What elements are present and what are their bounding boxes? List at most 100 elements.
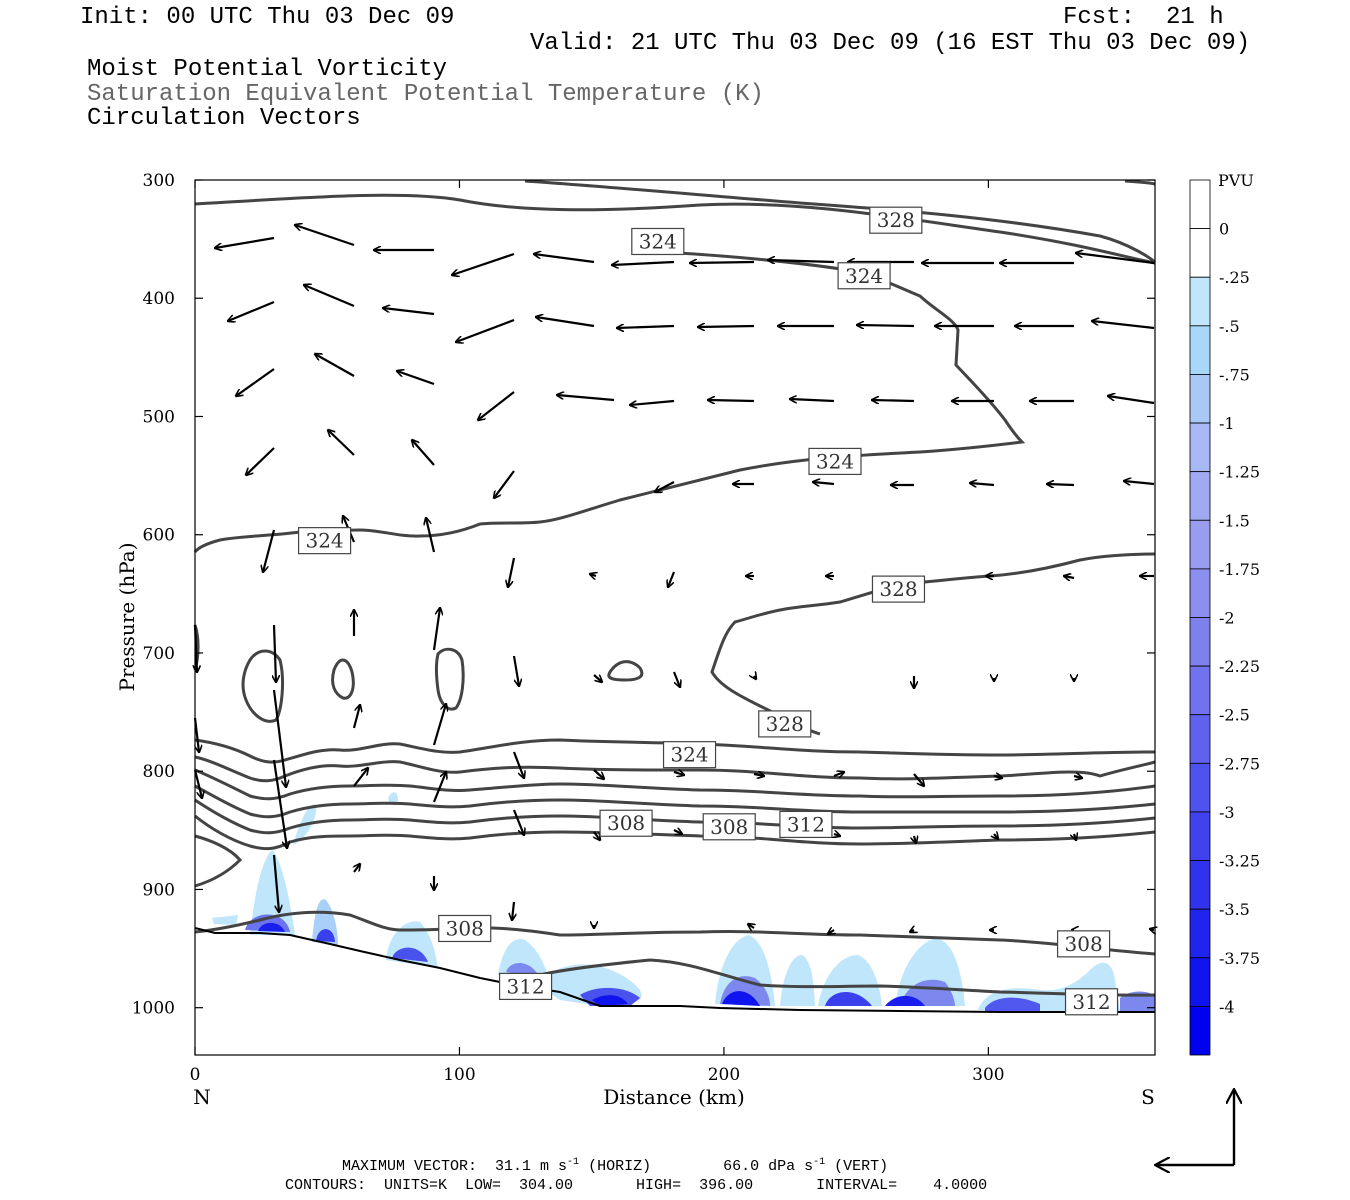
colorbar-tick-label: -1 bbox=[1219, 414, 1235, 433]
colorbar-tick-label: -1.25 bbox=[1219, 463, 1260, 482]
colorbar-tick-label: 0 bbox=[1219, 220, 1229, 239]
contour-label: 324 bbox=[837, 262, 891, 290]
colorbar-swatch bbox=[1189, 714, 1211, 764]
x-tick-label: 300 bbox=[972, 1065, 1004, 1085]
colorbar-swatch bbox=[1189, 179, 1211, 230]
svg-text:324: 324 bbox=[639, 229, 677, 253]
field-title-mpv: Moist Potential Vorticity bbox=[87, 56, 448, 83]
y-tick-label: 400 bbox=[143, 289, 175, 309]
contour-label: 312 bbox=[1064, 988, 1119, 1016]
svg-text:324: 324 bbox=[670, 743, 708, 767]
y-tick-labels: 300 400 500 600 700 800 900 1000 bbox=[132, 171, 175, 1019]
contour-label: 324 bbox=[808, 447, 862, 476]
colorbar-swatch bbox=[1189, 908, 1211, 959]
colorbar-tick-label: -.5 bbox=[1219, 317, 1240, 336]
svg-text:308: 308 bbox=[1065, 932, 1103, 956]
colorbar-swatch bbox=[1189, 568, 1211, 618]
colorbar-swatch bbox=[1189, 860, 1211, 910]
pv-colorbar bbox=[1189, 179, 1211, 1056]
contour-label: 324 bbox=[662, 741, 717, 769]
contour-label: 328 bbox=[869, 206, 923, 234]
colorbar-swatch bbox=[1189, 228, 1211, 278]
svg-text:312: 312 bbox=[787, 812, 825, 836]
colorbar-tick-label: -3.25 bbox=[1219, 852, 1260, 871]
svg-text:308: 308 bbox=[446, 916, 484, 940]
contour-label: 308 bbox=[438, 914, 492, 943]
y-tick-label: 700 bbox=[143, 644, 175, 664]
contour-label: 308 bbox=[1056, 930, 1111, 958]
colorbar-swatch bbox=[1189, 325, 1211, 375]
x-tick-label: 100 bbox=[443, 1065, 475, 1085]
south-label: S bbox=[1141, 1085, 1155, 1109]
colorbar-swatch bbox=[1189, 276, 1211, 327]
field-title-thetaes: Saturation Equivalent Potential Temperat… bbox=[87, 81, 764, 108]
contours-info: CONTOURS: UNITS=K LOW= 304.00 HIGH= 396.… bbox=[285, 1177, 988, 1194]
contour-label: 328 bbox=[871, 575, 926, 603]
y-tick-label: 800 bbox=[143, 762, 175, 782]
colorbar-swatch bbox=[1189, 519, 1211, 570]
y-tick-label: 600 bbox=[143, 526, 175, 546]
svg-text:308: 308 bbox=[710, 815, 748, 839]
colorbar-swatch bbox=[1189, 957, 1211, 1007]
y-tick-label: 900 bbox=[143, 880, 175, 900]
x-tick-labels: 0 100 200 300 bbox=[190, 1065, 1005, 1085]
plot-frame bbox=[194, 179, 1156, 1056]
svg-text:324: 324 bbox=[305, 529, 343, 553]
field-title-vectors: Circulation Vectors bbox=[87, 105, 361, 132]
y-tick-label: 1000 bbox=[132, 999, 175, 1019]
svg-text:312: 312 bbox=[1072, 990, 1110, 1014]
circulation-vectors bbox=[195, 225, 1154, 934]
colorbar-unit: PVU bbox=[1218, 171, 1254, 190]
colorbar-tick-label: -1.75 bbox=[1219, 560, 1260, 579]
colorbar-swatch bbox=[1189, 762, 1211, 813]
svg-text:328: 328 bbox=[766, 712, 804, 736]
svg-text:324: 324 bbox=[845, 264, 883, 288]
contour-labels: 328 324 324 324 324 328 328 324 308 308 312 308 308 3… bbox=[297, 206, 1119, 1016]
colorbar-swatch bbox=[1189, 422, 1211, 473]
colorbar-tick-label: -3.75 bbox=[1219, 949, 1260, 968]
colorbar-swatch bbox=[1189, 1005, 1211, 1056]
contour-label: 324 bbox=[631, 227, 685, 256]
y-tick-label: 300 bbox=[143, 171, 175, 191]
max-vector-note: MAXIMUM VECTOR: 31.1 m s-1 (HORIZ) 66.0 d… bbox=[342, 1157, 889, 1175]
colorbar-tick-label: -.75 bbox=[1219, 365, 1250, 384]
x-axis-ticks bbox=[194, 180, 989, 1055]
colorbar-tick-label: -2 bbox=[1219, 609, 1235, 628]
x-tick-label: 200 bbox=[708, 1065, 740, 1085]
colorbar-tick-label: -1.5 bbox=[1219, 511, 1250, 530]
reference-vector-arrows bbox=[1156, 1090, 1234, 1165]
y-tick-label: 500 bbox=[143, 407, 175, 427]
north-label: N bbox=[193, 1085, 211, 1109]
colorbar-tick-label: -2.25 bbox=[1219, 657, 1260, 676]
forecast-hour: 21 h bbox=[1166, 4, 1224, 31]
svg-text:328: 328 bbox=[879, 577, 917, 601]
contour-label: 328 bbox=[758, 710, 812, 738]
colorbar-swatch bbox=[1189, 665, 1211, 716]
colorbar-swatch bbox=[1189, 811, 1211, 861]
colorbar-tick-label: -3 bbox=[1219, 803, 1235, 822]
theta-es-contours bbox=[193, 179, 1156, 997]
contour-label: 324 bbox=[297, 527, 352, 555]
y-axis-title: Pressure (hPa) bbox=[115, 543, 139, 692]
svg-text:328: 328 bbox=[877, 208, 915, 232]
colorbar-tick-label: -2.75 bbox=[1219, 754, 1260, 773]
x-tick-label: 0 bbox=[190, 1065, 201, 1085]
colorbar-swatch bbox=[1189, 617, 1211, 667]
forecast-label: Fcst: bbox=[1063, 4, 1136, 31]
svg-text:312: 312 bbox=[506, 974, 544, 998]
colorbar-swatch bbox=[1189, 374, 1211, 424]
svg-text:324: 324 bbox=[816, 449, 854, 473]
x-axis-title: Distance (km) bbox=[603, 1085, 745, 1109]
colorbar-swatch bbox=[1189, 471, 1211, 521]
init-time: Init: 00 UTC Thu 03 Dec 09 bbox=[80, 4, 455, 31]
valid-time: Valid: 21 UTC Thu 03 Dec 09 (16 EST Thu … bbox=[530, 30, 1251, 57]
contour-label: 312 bbox=[498, 972, 553, 1001]
contour-label: 308 bbox=[599, 809, 653, 837]
contour-label: 312 bbox=[779, 810, 833, 839]
colorbar-tick-label: -.25 bbox=[1219, 268, 1250, 287]
colorbar-tick-label: -3.5 bbox=[1219, 900, 1250, 919]
colorbar-labels: 0 -.25 -.5 -.75 -1 -1.25 -1.5 -1.75 -2 -2.25 -2.5 -… bbox=[1219, 220, 1260, 1017]
colorbar-tick-label: -4 bbox=[1219, 997, 1235, 1016]
colorbar-tick-label: -2.5 bbox=[1219, 706, 1250, 725]
